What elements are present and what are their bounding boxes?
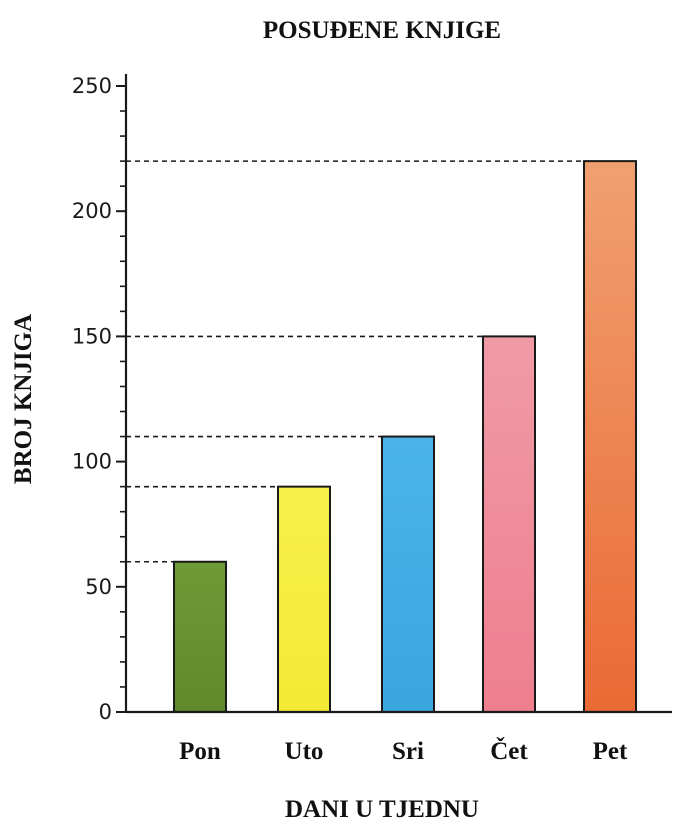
y-axis-ticks: [116, 85, 126, 713]
y-axis-label: BROJ KNJIGA: [10, 314, 37, 484]
y-tick-label: 0: [99, 700, 112, 724]
y-tick-label: 150: [72, 324, 112, 348]
y-tick-label: 250: [72, 74, 112, 98]
x-tick-label: Sri: [392, 738, 424, 765]
x-tick-label: Pon: [179, 738, 221, 765]
chart-title: POSUĐENE KNJIGE: [263, 17, 501, 44]
y-tick-label: 200: [72, 199, 112, 223]
y-tick-label: 50: [85, 575, 112, 599]
bars-group: [173, 160, 637, 714]
y-tick-label: 100: [72, 450, 112, 474]
bar-sri: [381, 435, 435, 713]
x-tick-label: Uto: [285, 738, 324, 765]
reference-lines: [126, 160, 584, 563]
bar-pon: [173, 560, 227, 714]
x-tick-label: Čet: [490, 736, 528, 765]
y-axis-tick-labels: 0 50 100 150 200 250: [72, 74, 112, 724]
x-axis-label: DANI U TJEDNU: [285, 796, 479, 823]
bar-uto: [277, 485, 331, 714]
x-tick-label: Pet: [593, 738, 628, 765]
x-axis-tick-labels: Pon Uto Sri Čet Pet: [179, 736, 628, 765]
bar-pet: [583, 160, 637, 713]
bar-čet: [482, 335, 536, 713]
